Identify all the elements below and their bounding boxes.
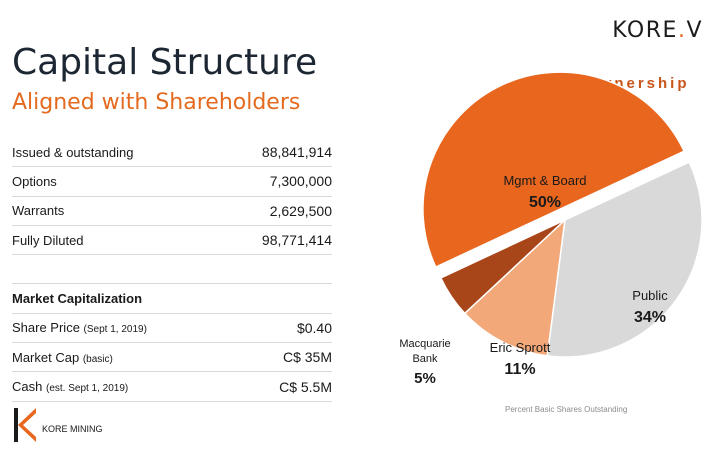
row-label-note: (Sept 1, 2019) (83, 324, 147, 336)
row-value: C$ 5.5M (279, 378, 332, 395)
row-label: Fully Diluted (12, 232, 84, 248)
ownership-pie-chart: Mgmt & Board 50% Public 34% Eric Sprott 11% Ma… (399, 71, 703, 387)
row-label: Issued & outstanding (12, 144, 134, 160)
page-title: Capital Structure (12, 42, 318, 83)
row-label-note: (basic) (82, 353, 113, 365)
row-label: Warrants (12, 203, 65, 219)
pie-label-eric-sprott: Eric Sprott (490, 340, 551, 355)
table-row: Warrants 2,629,500 (12, 197, 332, 226)
row-label-text: Market Cap (12, 349, 80, 365)
section-heading: Market Capitalization (12, 291, 143, 307)
row-value: 2,629,500 (269, 202, 332, 219)
table-row: Fully Diluted 98,771,414 (12, 226, 332, 256)
table-row: Issued & outstanding 88,841,914 (12, 138, 332, 168)
table-row: Options 7,300,000 (12, 167, 332, 197)
row-label: Share Price (Sept 1, 2019) (12, 320, 147, 335)
pie-value-mgmt-board: 50% (529, 194, 561, 211)
row-value: 88,841,914 (261, 144, 332, 161)
capital-table: Issued & outstanding 88,841,914 Options … (12, 138, 332, 402)
pie-value-macquarie-bank: 5% (414, 370, 436, 387)
pie-slice-public (546, 161, 703, 358)
table-spacer-row (12, 255, 332, 285)
page-subtitle: Aligned with Shareholders (12, 90, 301, 115)
logo-text: KORE MINING (42, 424, 103, 434)
table-row: Share Price (Sept 1, 2019) $0.40 (12, 314, 332, 344)
brand-logo-text: KORE.V (612, 18, 703, 43)
brand-dot: . (677, 18, 687, 43)
row-label-text: Share Price (12, 320, 80, 336)
row-value: 98,771,414 (261, 232, 332, 249)
pie-value-eric-sprott: 11% (504, 361, 535, 378)
table-row: Cash (est. Sept 1, 2019) C$ 5.5M (12, 372, 332, 402)
table-row: Market Cap (basic) C$ 35M (12, 343, 332, 373)
row-label: Cash (est. Sept 1, 2019) (12, 379, 128, 394)
row-label: Market Cap (basic) (12, 350, 113, 365)
pie-label-macquarie-bank: Macquarie Bank (399, 338, 450, 365)
row-label-note: (est. Sept 1, 2019) (45, 383, 129, 395)
row-value: 7,300,000 (269, 173, 332, 190)
pie-slice-eric-sprott (463, 218, 567, 357)
pie-value-public: 34% (634, 309, 666, 326)
row-label-text: Cash (12, 379, 43, 395)
row-value: C$ 35M (282, 349, 332, 366)
brand-prefix: KORE (612, 18, 678, 43)
pie-label-public: Public (632, 288, 668, 303)
market-cap-header: Market Capitalization (12, 284, 332, 314)
kore-mining-logo: KORE MINING (14, 408, 103, 442)
chart-caption: Percent Basic Shares Outstanding (505, 405, 628, 414)
pie-slice-mgmt-board (422, 71, 686, 269)
k-logo-icon (14, 408, 36, 442)
pie-label-mgmt-board: Mgmt & Board (503, 173, 586, 188)
row-label: Options (12, 173, 57, 189)
brand-suffix: V (686, 18, 703, 43)
row-value: $0.40 (296, 319, 332, 336)
